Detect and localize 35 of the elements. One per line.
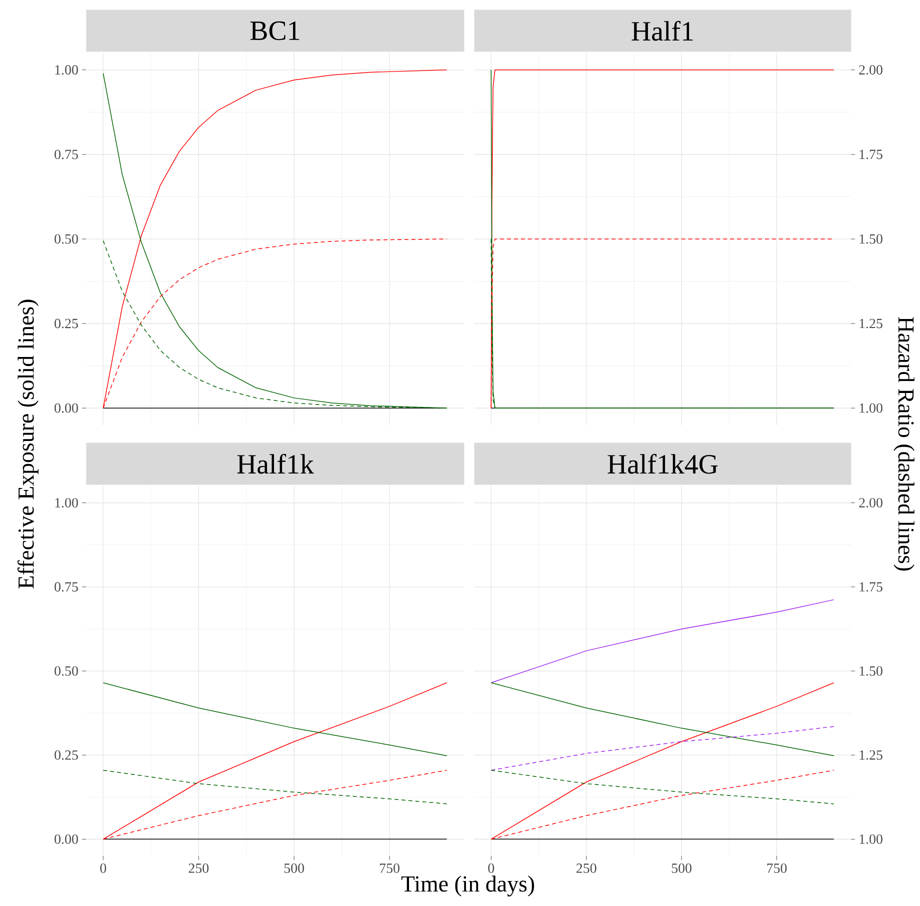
y-tick-label: 0.75 bbox=[54, 150, 78, 160]
y2-tick-label: 1.50 bbox=[860, 234, 882, 244]
y-tick-label: 1.00 bbox=[55, 65, 78, 75]
y2-tick-label: 1.00 bbox=[860, 403, 882, 413]
y-tick-label: 0.50 bbox=[54, 666, 78, 676]
x-tick-label: 500 bbox=[672, 864, 692, 873]
y2-tick-label: 1.75 bbox=[860, 150, 882, 160]
x-tick-label: 750 bbox=[767, 864, 787, 873]
y2-axis-title: Hazard Ratio (dashed lines) bbox=[894, 317, 914, 571]
chart-title: BC1 bbox=[250, 21, 300, 40]
y-tick-label: 1.00 bbox=[55, 498, 78, 508]
x-tick-label: 250 bbox=[576, 864, 596, 873]
y-axis-title: Effective Exposure (solid lines) bbox=[17, 300, 39, 589]
y-tick-label: 0.75 bbox=[54, 582, 78, 592]
x-tick-label: 250 bbox=[188, 864, 209, 873]
y2-tick-label: 2.00 bbox=[859, 65, 882, 75]
x-tick-label: 500 bbox=[284, 864, 304, 873]
chart-title: Half1 bbox=[632, 20, 693, 41]
y-tick-label: 0.50 bbox=[54, 234, 78, 244]
y2-tick-label: 1.75 bbox=[860, 582, 882, 592]
y-tick-label: 0.00 bbox=[54, 403, 78, 413]
chart-title: Half1k bbox=[237, 454, 314, 474]
x-tick-label: 0 bbox=[100, 864, 106, 873]
y2-tick-label: 1.00 bbox=[860, 834, 882, 844]
x-tick-label: 0 bbox=[488, 864, 494, 873]
x-axis-title: Time (in days) bbox=[401, 876, 534, 896]
y-tick-label: 0.25 bbox=[54, 318, 78, 328]
y-tick-label: 0.00 bbox=[54, 834, 78, 844]
chart-title: Half1k4G bbox=[608, 454, 718, 474]
y2-tick-label: 1.25 bbox=[860, 318, 882, 328]
y2-tick-label: 1.25 bbox=[860, 750, 882, 760]
y-tick-label: 0.25 bbox=[54, 750, 78, 760]
x-tick-label: 750 bbox=[380, 864, 400, 873]
y2-tick-label: 2.00 bbox=[859, 498, 882, 508]
y2-tick-label: 1.50 bbox=[860, 666, 882, 676]
